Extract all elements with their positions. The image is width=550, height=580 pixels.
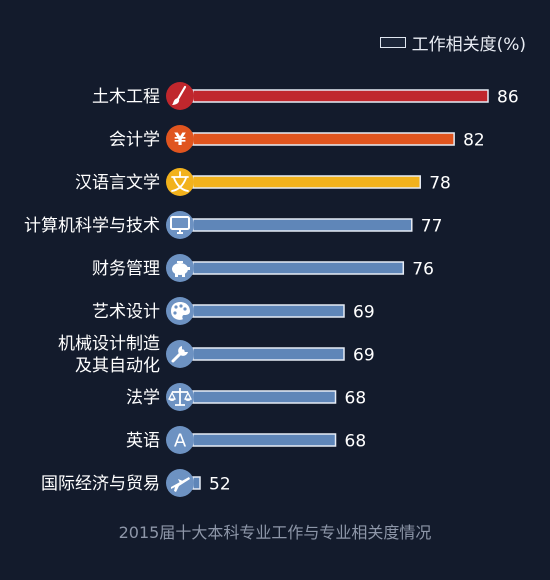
bar	[192, 304, 345, 318]
value-label: 86	[497, 88, 519, 108]
chart-title: 2015届十大本科专业工作与专业相关度情况	[118, 523, 432, 542]
legend-swatch	[379, 37, 406, 48]
category-label: 财务管理	[92, 259, 160, 279]
bar	[192, 261, 405, 275]
value-label: 68	[345, 432, 367, 452]
bar	[192, 218, 413, 232]
scales-icon	[166, 383, 194, 411]
bar	[192, 132, 455, 146]
category-label: 机械设计制造及其自动化	[58, 334, 160, 376]
bar	[192, 347, 345, 361]
value-label: 68	[345, 389, 367, 409]
letter-a-icon: A	[166, 426, 194, 454]
bar	[192, 433, 337, 447]
bar	[192, 89, 489, 103]
bar	[192, 390, 337, 404]
category-label: 汉语言文学	[75, 173, 160, 193]
value-label: 69	[353, 303, 375, 323]
value-label: 77	[421, 217, 443, 237]
bar	[192, 175, 421, 189]
category-label: 法学	[126, 388, 160, 408]
category-label: 计算机科学与技术	[24, 216, 160, 236]
category-label: 艺术设计	[92, 302, 160, 322]
piggy-bank-icon	[166, 254, 194, 282]
wen-character-icon	[166, 168, 194, 196]
bar	[192, 476, 201, 490]
airplane-icon	[166, 469, 194, 497]
legend-label: 工作相关度(%)	[411, 35, 526, 55]
yen-icon: ¥	[166, 125, 194, 153]
monitor-icon	[166, 211, 194, 239]
value-label: 52	[209, 475, 231, 495]
legend: 工作相关度(%)	[379, 30, 526, 55]
category-label: 会计学	[109, 130, 160, 150]
palette-icon	[166, 297, 194, 325]
wrench-icon	[166, 340, 194, 368]
value-label: 82	[463, 131, 485, 151]
category-label: 英语	[126, 431, 160, 451]
value-label: 69	[353, 346, 375, 366]
svg-text:¥: ¥	[174, 130, 186, 150]
svg-text:A: A	[174, 431, 187, 452]
category-label: 土木工程	[92, 87, 160, 107]
category-label: 国际经济与贸易	[41, 474, 160, 494]
value-label: 78	[429, 174, 451, 194]
brush-icon	[166, 82, 194, 110]
value-label: 76	[412, 260, 434, 280]
